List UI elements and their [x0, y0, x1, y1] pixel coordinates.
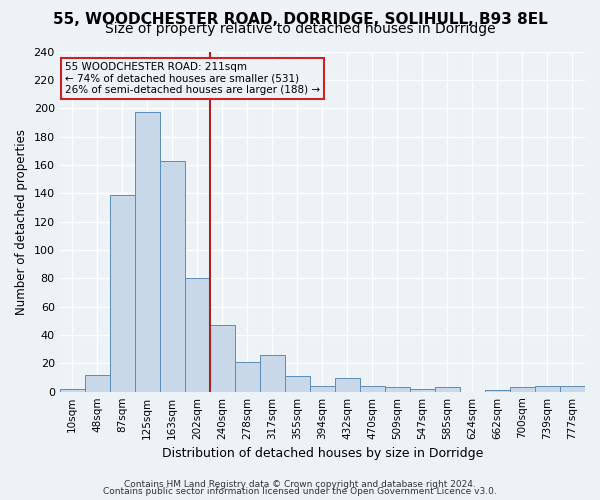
Text: 55, WOODCHESTER ROAD, DORRIDGE, SOLIHULL, B93 8EL: 55, WOODCHESTER ROAD, DORRIDGE, SOLIHULL… — [53, 12, 547, 26]
X-axis label: Distribution of detached houses by size in Dorridge: Distribution of detached houses by size … — [161, 447, 483, 460]
Bar — [385, 388, 410, 392]
Bar — [135, 112, 160, 392]
Bar — [260, 355, 285, 392]
Bar — [285, 376, 310, 392]
Text: Contains HM Land Registry data © Crown copyright and database right 2024.: Contains HM Land Registry data © Crown c… — [124, 480, 476, 489]
Bar — [535, 386, 560, 392]
Text: 55 WOODCHESTER ROAD: 211sqm
← 74% of detached houses are smaller (531)
26% of se: 55 WOODCHESTER ROAD: 211sqm ← 74% of det… — [65, 62, 320, 95]
Bar — [310, 386, 335, 392]
Bar — [435, 388, 460, 392]
Bar — [110, 194, 135, 392]
Bar — [510, 388, 535, 392]
Bar — [85, 374, 110, 392]
Bar — [560, 386, 585, 392]
Bar — [210, 325, 235, 392]
Bar — [160, 160, 185, 392]
Y-axis label: Number of detached properties: Number of detached properties — [15, 128, 28, 314]
Bar — [360, 386, 385, 392]
Text: Size of property relative to detached houses in Dorridge: Size of property relative to detached ho… — [104, 22, 496, 36]
Bar — [235, 362, 260, 392]
Text: Contains public sector information licensed under the Open Government Licence v3: Contains public sector information licen… — [103, 487, 497, 496]
Bar — [335, 378, 360, 392]
Bar — [410, 389, 435, 392]
Bar — [59, 389, 85, 392]
Bar — [485, 390, 510, 392]
Bar — [185, 278, 210, 392]
